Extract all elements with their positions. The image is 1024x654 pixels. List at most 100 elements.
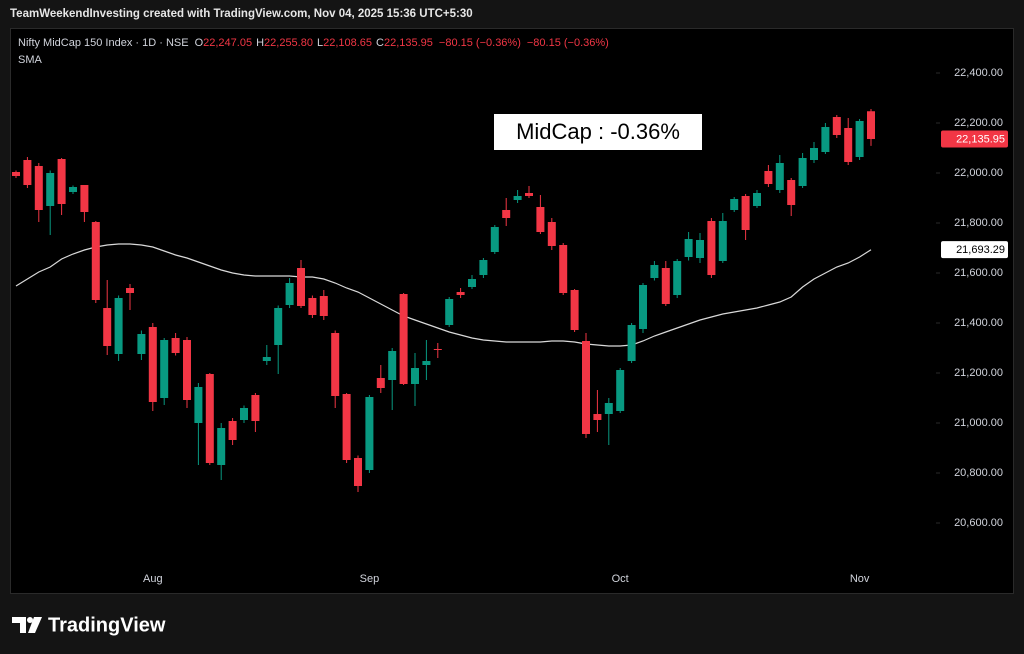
candle-body [319, 296, 328, 316]
candle-body [616, 370, 625, 411]
sma-line [15, 243, 872, 347]
price-tag-label: 21,693.29 [956, 244, 1005, 256]
legend-value: 22,255.80 [264, 37, 313, 49]
candle-body [844, 128, 853, 162]
candle-body [251, 395, 260, 421]
candle-body [23, 160, 32, 185]
candle-body [183, 340, 191, 400]
candle-body [274, 308, 283, 345]
logo: TradingView [12, 614, 166, 636]
candle-body [137, 334, 146, 354]
logo-icon [27, 617, 33, 623]
candle-body [673, 261, 682, 295]
candle-body [456, 292, 465, 295]
legend-key: L [317, 37, 323, 49]
x-tick-label: Sep [360, 573, 380, 585]
candle-body [536, 207, 545, 232]
candle-body [342, 394, 351, 460]
candle-body [479, 260, 488, 275]
candle-body [753, 193, 761, 206]
candle-body [411, 368, 419, 384]
chart-panel [10, 28, 1014, 594]
candle-body [12, 172, 20, 176]
candle-body [525, 193, 533, 196]
y-tick-label: 22,000.00 [954, 167, 1003, 179]
candle-body [46, 173, 55, 206]
header: TeamWeekendInvesting created with Tradin… [10, 8, 473, 20]
legend-key: H [256, 37, 264, 49]
candle-body [730, 199, 739, 210]
candle-body [559, 245, 568, 293]
candle-body [376, 378, 385, 388]
legend-change: −80.15 (−0.36%) [439, 37, 521, 49]
candle-body [445, 299, 454, 325]
logo-icon [28, 617, 42, 633]
candle-body [171, 338, 180, 353]
y-tick-label: 22,400.00 [954, 67, 1003, 79]
candle-body [217, 428, 226, 465]
legend-value: 22,135.95 [384, 37, 433, 49]
candle-body [433, 349, 442, 350]
candle-body [502, 210, 511, 218]
candle-body [388, 351, 397, 380]
legend-value: 22,247.05 [203, 37, 252, 49]
candle-body [707, 221, 716, 275]
candle-body [34, 166, 43, 210]
candle-body [570, 290, 579, 330]
sma-legend: SMA [18, 54, 43, 66]
candle-body [285, 283, 294, 305]
y-tick-label: 22,200.00 [954, 117, 1003, 129]
candle-body [80, 185, 89, 212]
candle-body [365, 397, 374, 470]
candle-body [297, 268, 305, 306]
legend-title: Nifty MidCap 150 Index · 1D · NSE [18, 37, 189, 49]
candle-body [798, 158, 807, 186]
candle-body [513, 196, 522, 200]
candle-body [661, 268, 670, 304]
y-tick-label: 21,400.00 [954, 317, 1003, 329]
price-tag [941, 241, 1008, 259]
candle-body [718, 221, 727, 261]
y-tick-label: 21,000.00 [954, 417, 1003, 429]
y-tick-label: 20,600.00 [954, 517, 1003, 529]
candle-body [114, 298, 123, 354]
candle-body [490, 227, 499, 252]
candle-body [832, 117, 841, 135]
price-tag-label: 22,135.95 [956, 133, 1005, 145]
candle-body [399, 294, 408, 384]
candle-body [262, 357, 271, 361]
candle-body [855, 121, 864, 157]
candle-body [91, 222, 100, 300]
logo-text: TradingView [48, 614, 166, 636]
candle-body [593, 414, 602, 420]
candle-body [354, 458, 362, 486]
price-tag [941, 130, 1008, 148]
x-tick-label: Aug [143, 573, 163, 585]
y-tick-label: 21,200.00 [954, 367, 1003, 379]
candle-body [194, 387, 203, 423]
x-tick-label: Oct [612, 573, 629, 585]
candle-body [639, 285, 647, 329]
candle-body [69, 187, 77, 192]
plot [12, 109, 875, 492]
candle-body [604, 403, 613, 414]
candle-body [126, 288, 134, 293]
candle-body [331, 333, 340, 396]
candle-body [103, 308, 112, 346]
candle-body [228, 421, 237, 440]
candle-body [696, 240, 704, 258]
candle-body [741, 196, 750, 230]
candle-body [547, 222, 556, 246]
legend-value: 22,108.65 [323, 37, 372, 49]
candle-body [57, 159, 66, 204]
logo-icon [12, 617, 26, 633]
legend-change: −80.15 (−0.36%) [527, 37, 609, 49]
candle-body [308, 298, 317, 315]
candle-body [240, 408, 248, 420]
candle-body [582, 341, 590, 434]
x-tick-label: Nov [850, 573, 870, 585]
candle-body [422, 361, 431, 365]
legend-key: C [376, 37, 384, 49]
candle-body [821, 127, 830, 152]
